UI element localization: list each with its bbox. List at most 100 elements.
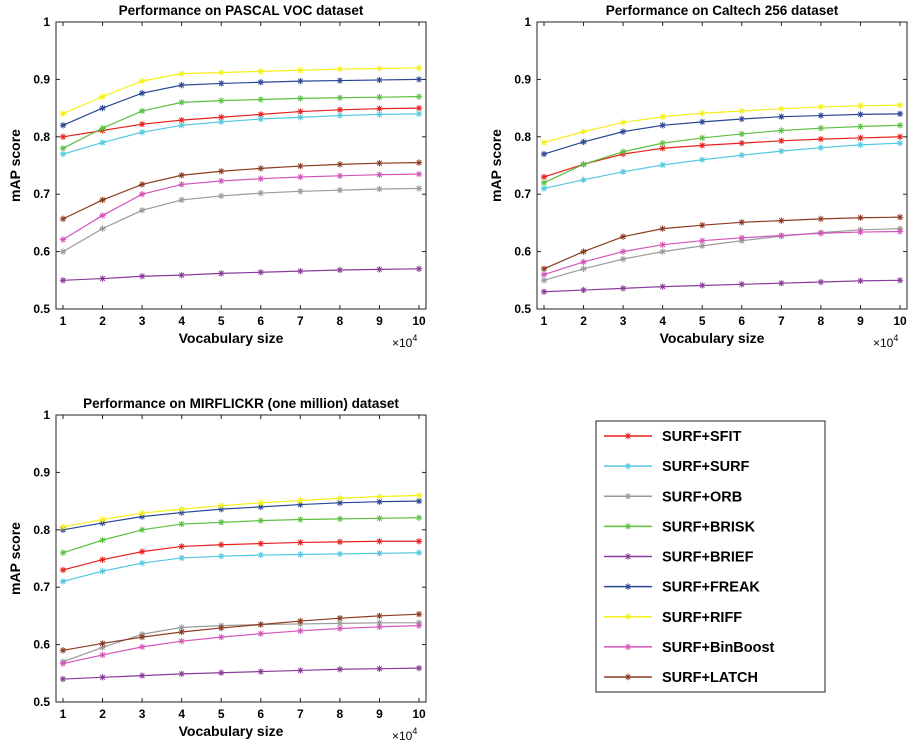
series-line xyxy=(543,230,901,276)
chart-title: Performance on PASCAL VOC dataset xyxy=(119,3,364,18)
series-surf-binboost xyxy=(59,622,423,667)
x-tick-label: 2 xyxy=(580,314,587,328)
data-point xyxy=(178,520,185,528)
data-point xyxy=(218,669,225,676)
chart-1: 1 2 3 4 5 6 7 8 9 10 0.5 0.6 0.7 0.8 0.9 1 Performance o… xyxy=(7,3,427,350)
data-point xyxy=(699,134,706,142)
data-point xyxy=(178,628,185,636)
legend-entry: SURF+SFIT xyxy=(604,429,741,445)
data-point xyxy=(376,105,383,112)
data-point xyxy=(540,288,548,295)
legend-marker xyxy=(624,493,632,500)
x-tick-label: 3 xyxy=(139,314,146,328)
data-point xyxy=(699,142,706,149)
data-point xyxy=(817,103,825,111)
series-surf-latch xyxy=(540,213,904,273)
x-tick-label: 9 xyxy=(857,314,864,328)
data-point xyxy=(376,65,383,72)
data-point xyxy=(415,170,423,178)
data-point xyxy=(99,640,106,647)
series-surf-orb xyxy=(59,185,423,255)
y-tick-label: 1 xyxy=(43,15,50,29)
data-point xyxy=(99,651,106,659)
legend-entry: SURF+BinBoost xyxy=(604,640,775,656)
series-line xyxy=(62,268,420,281)
data-point xyxy=(857,228,864,236)
data-point xyxy=(376,93,383,101)
legend-entry: SURF+LATCH xyxy=(604,670,758,686)
data-point xyxy=(336,614,344,622)
y-tick-label: 0.7 xyxy=(33,187,50,201)
series-surf-brief xyxy=(59,664,423,683)
y-tick-label: 0.9 xyxy=(514,72,531,86)
data-point xyxy=(415,104,423,112)
data-point xyxy=(659,248,666,255)
series-surf-binboost xyxy=(540,228,904,278)
data-point xyxy=(59,523,67,531)
legend-label: SURF+SURF xyxy=(662,459,750,475)
data-point xyxy=(59,110,67,118)
data-point xyxy=(138,526,146,533)
data-point xyxy=(178,81,185,89)
data-point xyxy=(415,265,423,273)
data-point xyxy=(540,185,548,192)
series-surf-riff xyxy=(59,64,423,118)
data-point xyxy=(699,282,706,289)
data-point xyxy=(138,107,146,115)
data-point xyxy=(619,233,627,240)
legend-marker xyxy=(624,583,632,590)
x-tick-label: 4 xyxy=(178,707,185,721)
data-point xyxy=(218,118,225,126)
series-line xyxy=(543,124,901,184)
data-point xyxy=(336,112,344,119)
data-point xyxy=(699,221,706,229)
data-point xyxy=(738,281,745,288)
data-point xyxy=(138,77,146,85)
legend-label: SURF+FREAK xyxy=(662,580,760,596)
data-point xyxy=(99,536,106,544)
data-point xyxy=(415,538,423,545)
data-point xyxy=(896,213,904,221)
data-point xyxy=(218,270,225,277)
data-point xyxy=(218,177,225,185)
data-point xyxy=(580,265,587,273)
x-axis-label: Vocabulary size xyxy=(179,330,284,346)
data-point xyxy=(178,505,185,513)
data-point xyxy=(257,96,264,103)
data-point xyxy=(540,139,548,146)
series-line xyxy=(62,517,420,554)
data-point xyxy=(178,172,185,179)
series-line xyxy=(62,500,420,531)
chart-3: 1 2 3 4 5 6 7 8 9 10 0.5 0.6 0.7 0.8 0.9 1 Performance o… xyxy=(7,396,427,743)
x-tick-label: 4 xyxy=(659,314,666,328)
x-tick-label: 8 xyxy=(818,314,825,328)
series-line xyxy=(543,216,901,270)
data-point xyxy=(336,186,344,194)
y-tick-label: 0.6 xyxy=(33,245,50,259)
data-point xyxy=(580,176,587,184)
data-point xyxy=(376,538,383,545)
y-axis-label: mAP score xyxy=(7,129,23,202)
data-point xyxy=(59,122,67,129)
series-line xyxy=(62,78,420,126)
x-tick-label: 2 xyxy=(99,314,106,328)
data-point xyxy=(817,124,825,132)
chart-2: 1 2 3 4 5 6 7 8 9 10 0.5 0.6 0.7 0.8 0.9 1 Performance o… xyxy=(488,3,908,350)
data-point xyxy=(99,516,106,523)
data-point xyxy=(218,633,225,641)
data-point xyxy=(817,135,825,143)
data-point xyxy=(99,674,106,681)
data-point xyxy=(415,664,423,672)
x-tick-label: 5 xyxy=(699,314,706,328)
y-tick-label: 0.9 xyxy=(33,72,50,86)
data-point xyxy=(540,277,548,284)
y-axis-label: mAP score xyxy=(488,129,504,202)
series-surf-brisk xyxy=(59,514,423,556)
series-line xyxy=(62,162,420,220)
data-point xyxy=(540,271,548,278)
data-point xyxy=(218,168,225,175)
data-point xyxy=(376,665,383,672)
data-point xyxy=(619,285,627,292)
data-point xyxy=(257,551,264,559)
